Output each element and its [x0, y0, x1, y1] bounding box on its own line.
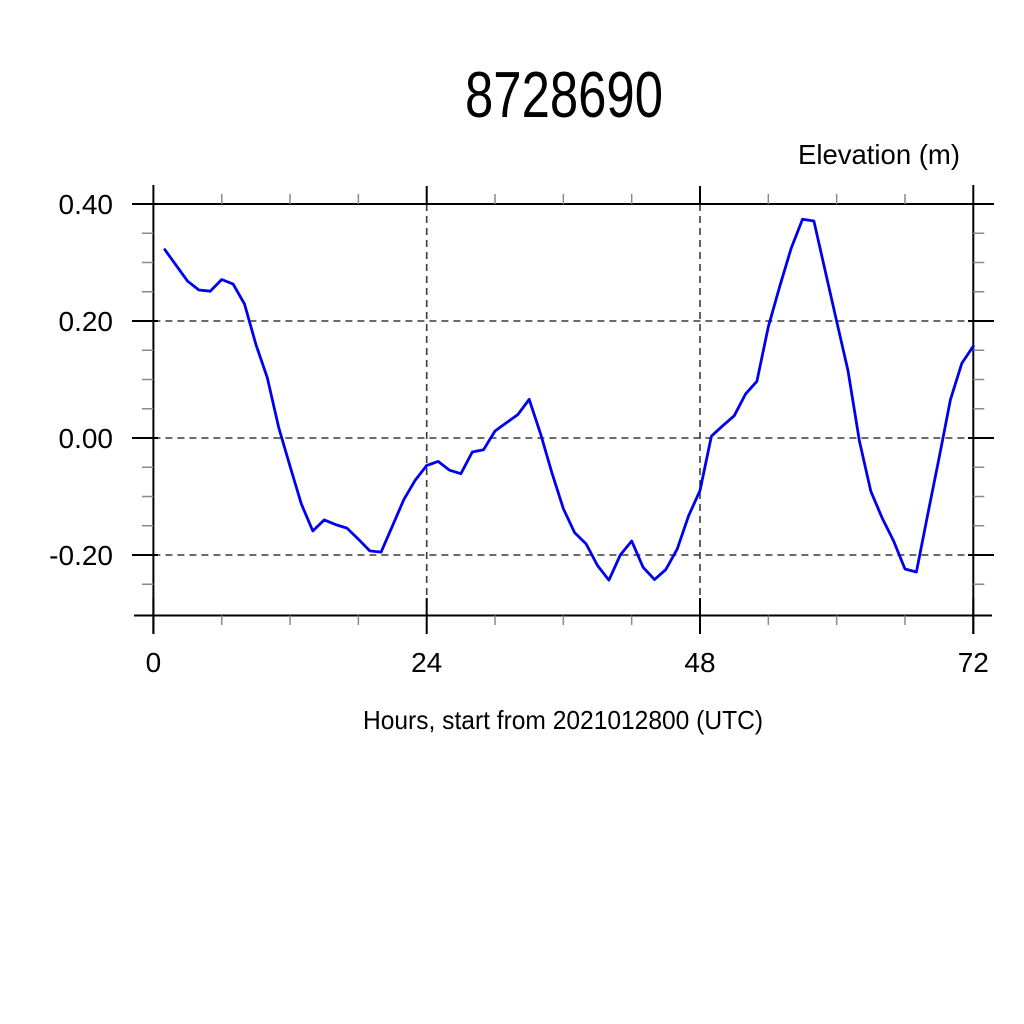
labels: 8728690 Elevation (m) Hours, start from …	[49, 58, 989, 735]
x-tick-label-72: 72	[958, 647, 989, 678]
y-tick-label-0.4: 0.40	[59, 189, 114, 220]
y-tick-label--0.2: -0.20	[49, 540, 113, 571]
data-series	[163, 217, 975, 582]
elevation-line	[163, 217, 975, 582]
ticks	[132, 186, 994, 634]
x-tick-label-48: 48	[684, 647, 715, 678]
x-tick-label-24: 24	[411, 647, 442, 678]
y-tick-label-0: 0.00	[59, 423, 114, 454]
chart-title: 8728690	[465, 58, 663, 131]
y-tick-label-0.2: 0.20	[59, 306, 114, 337]
x-tick-label-0: 0	[146, 647, 162, 678]
axes-frame	[134, 185, 992, 634]
y-axis-title: Elevation (m)	[798, 139, 960, 170]
x-axis-title: Hours, start from 2021012800 (UTC)	[363, 705, 763, 735]
gridlines	[153, 203, 974, 616]
